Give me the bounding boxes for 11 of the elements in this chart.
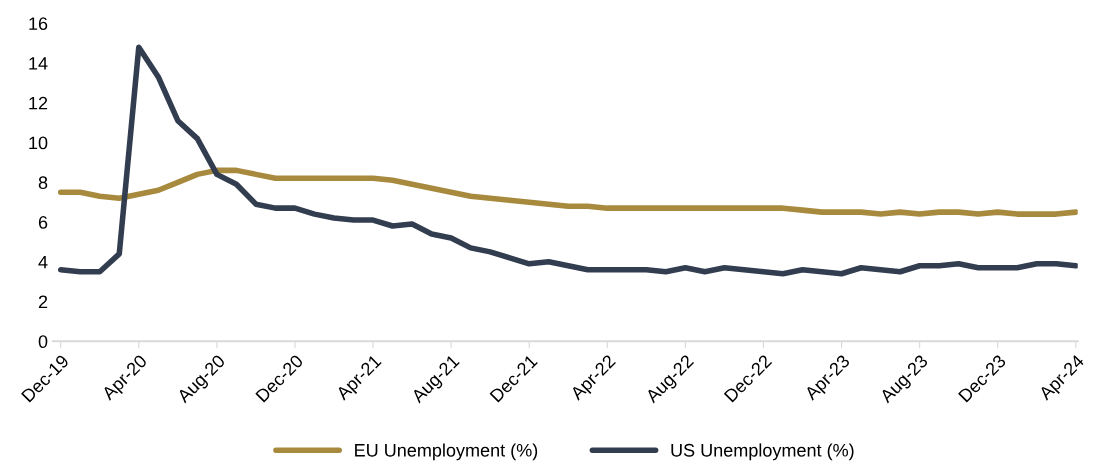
y-tick-label: 0 [38, 335, 48, 349]
y-tick-label: 8 [38, 176, 48, 190]
legend-label: EU Unemployment (%) [355, 443, 538, 461]
y-tick-label: 2 [38, 295, 48, 309]
y-tick-label: 10 [29, 136, 48, 150]
y-tick-label: 16 [29, 17, 48, 31]
y-tick-label: 6 [38, 215, 48, 229]
legend-label: US Unemployment (%) [671, 443, 854, 461]
y-tick-label: 14 [29, 57, 48, 70]
y-tick-label: 12 [29, 96, 48, 110]
y-tick-label: 4 [38, 255, 48, 269]
